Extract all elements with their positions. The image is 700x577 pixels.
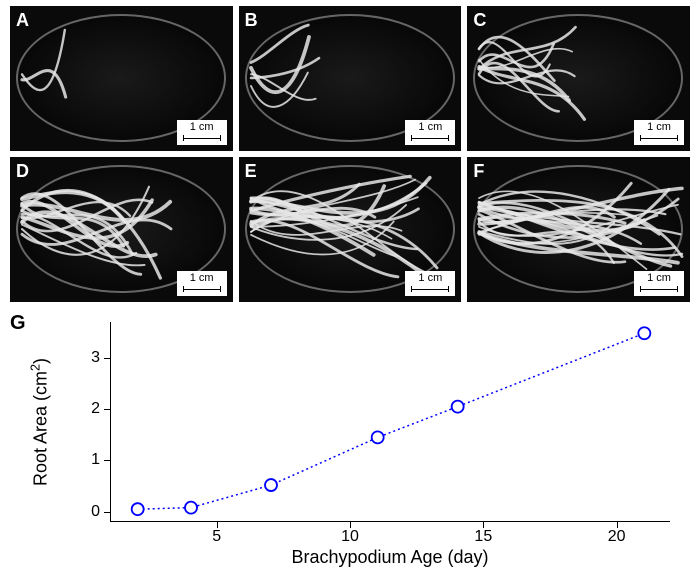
micrograph-panel-a: A 1 cm <box>10 6 233 151</box>
chart-marker <box>265 479 277 491</box>
micrograph-panel-e: E 1 cm <box>239 157 462 302</box>
ytick <box>104 409 110 410</box>
xtick-label: 10 <box>341 528 359 546</box>
panel-letter-f: F <box>473 161 484 182</box>
chart-marker <box>132 503 144 515</box>
scalebar: 1 cm <box>405 120 455 145</box>
ytick-label: 2 <box>60 400 100 418</box>
scalebar-line <box>640 286 678 292</box>
panel-letter-a: A <box>16 10 29 31</box>
ytick-label: 3 <box>60 349 100 367</box>
panel-letter-g: G <box>10 312 26 335</box>
chart-line <box>138 333 645 509</box>
plot-area <box>110 322 670 522</box>
chart-marker <box>372 431 384 443</box>
scalebar-line <box>183 135 221 141</box>
xtick-label: 5 <box>212 528 221 546</box>
chart-marker <box>452 401 464 413</box>
scalebar-line <box>640 135 678 141</box>
scalebar-label: 1 cm <box>190 122 214 133</box>
scalebar-line <box>411 286 449 292</box>
plot-svg <box>111 322 671 522</box>
scalebar: 1 cm <box>177 120 227 145</box>
micrograph-panel-d: D 1 cm <box>10 157 233 302</box>
scalebar-label: 1 cm <box>418 122 442 133</box>
scalebar-line <box>411 135 449 141</box>
xtick-label: 15 <box>474 528 492 546</box>
scalebar: 1 cm <box>177 271 227 296</box>
scalebar-line <box>183 286 221 292</box>
ytick-label: 0 <box>60 503 100 521</box>
scalebar: 1 cm <box>405 271 455 296</box>
ytick <box>104 460 110 461</box>
micrograph-grid: A 1 cm B 1 cm C 1 cm D 1 cm E 1 cm F 1 cm <box>10 6 690 302</box>
chart-marker <box>185 502 197 514</box>
chart-marker <box>638 327 650 339</box>
panel-letter-b: B <box>245 10 258 31</box>
scalebar-label: 1 cm <box>647 273 671 284</box>
figure-container: A 1 cm B 1 cm C 1 cm D 1 cm E 1 cm F 1 cm G Root Ar… <box>0 0 700 577</box>
xtick-label: 20 <box>608 528 626 546</box>
ytick <box>104 358 110 359</box>
chart-ylabel: Root Area (cm2) <box>29 358 52 486</box>
scalebar-label: 1 cm <box>418 273 442 284</box>
scalebar: 1 cm <box>634 271 684 296</box>
micrograph-panel-c: C 1 cm <box>467 6 690 151</box>
panel-letter-e: E <box>245 161 257 182</box>
micrograph-panel-f: F 1 cm <box>467 157 690 302</box>
scalebar-label: 1 cm <box>647 122 671 133</box>
ytick <box>104 512 110 513</box>
panel-letter-d: D <box>16 161 29 182</box>
ytick-label: 1 <box>60 451 100 469</box>
panel-letter-c: C <box>473 10 486 31</box>
chart-panel: G Root Area (cm2) Brachypodium Age (day)… <box>10 312 690 570</box>
micrograph-panel-b: B 1 cm <box>239 6 462 151</box>
scalebar: 1 cm <box>634 120 684 145</box>
chart-xlabel: Brachypodium Age (day) <box>291 547 488 568</box>
scalebar-label: 1 cm <box>190 273 214 284</box>
